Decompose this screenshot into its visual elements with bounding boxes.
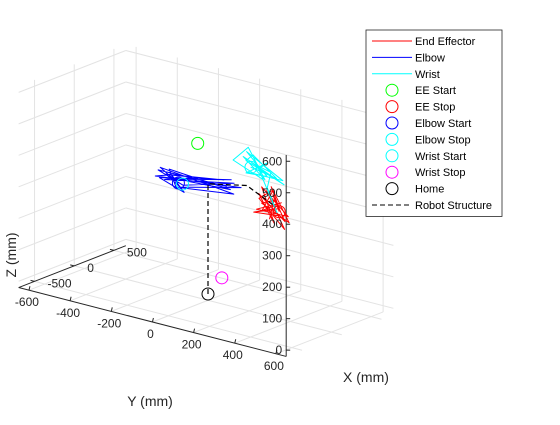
y-tick-mark [275,349,278,354]
legend-label: EE Stop [415,102,455,114]
grid-line [275,311,384,355]
y-tick-mark [110,307,113,312]
x-tick-mark [30,279,35,282]
grid-line [152,279,260,323]
legend-label: Elbow [415,52,445,64]
legend-label: Wrist Stop [415,167,466,179]
y-tick-label: -600 [15,295,39,309]
legend-label: EE Start [415,85,456,97]
y-tick-label: 0 [147,327,154,341]
z-tick-label: 500 [262,186,282,200]
grid-line [18,175,127,219]
grid-line [18,113,127,156]
x-tick-label: 500 [127,245,147,259]
z-tick-label: 100 [262,312,282,326]
grid-line [234,300,343,344]
legend-swatch-circle [385,100,399,114]
legend-label: Wrist Start [415,151,466,163]
legend-label: End Effector [415,36,476,48]
y-tick-label: 200 [182,338,202,352]
series-robot-structure [207,183,276,294]
series-end-effector [253,186,290,230]
legend-swatch-circle [385,149,399,163]
legend-box [365,29,503,217]
z-tick-label: 200 [262,280,282,294]
y-axis-label: Y (mm) [127,393,173,409]
z-tick-label: 300 [262,249,282,263]
grid-line [18,144,127,188]
grid-line [18,207,127,251]
legend-label: Elbow Start [415,118,471,130]
x-tick-label: 0 [87,261,94,275]
y-tick-mark [69,296,72,301]
legend-label: Elbow Stop [415,134,471,146]
z-tick-label: 0 [276,343,283,357]
legend-swatch-circle [385,182,399,196]
tick-labels: 0 100 200 300 400 500 600 600 400 200 0 -200 -400 -60… [15,154,291,373]
x-axis-label: X (mm) [343,369,389,385]
legend-label: Wrist [415,69,440,81]
y-tick-mark [193,328,196,333]
x-axis-line [18,245,127,289]
z-axis-label: Z (mm) [3,232,19,277]
z-tick-label: 400 [262,217,282,231]
marker-home [201,287,215,301]
marker-ee-start [191,136,205,150]
legend-swatch-circle [385,116,399,130]
grid-line [18,238,127,282]
x-tick-mark [109,248,115,251]
legend-swatch-circle [385,165,399,179]
y-tick-mark [234,339,237,344]
grid-line [34,280,303,351]
legend: End Effector Elbow Wrist EE Start EE Stop Elb… [365,29,503,217]
marker-wrist-start [244,160,258,174]
series-wrist [232,146,285,214]
grid-line [111,269,219,312]
y-tick-label: 600 [264,359,284,373]
legend-label: Robot Structure [415,200,492,212]
z-tick-label: 600 [262,154,282,168]
y-tick-label: -200 [97,316,121,330]
grid-line [28,247,137,291]
legend-swatch-circle [385,83,399,97]
grid-line [193,290,301,334]
grid-line [18,81,127,125]
grid-line [69,258,178,302]
y-tick-mark [151,317,154,323]
marker-elbow-stop [176,177,190,191]
y-tick-label: 400 [223,348,243,362]
grid-line [18,50,127,93]
x-tick-label: -500 [48,276,72,290]
legend-label: Home [415,184,444,196]
legend-swatch-circle [385,132,399,146]
marker-ee-stop [272,205,286,219]
y-tick-mark [28,286,31,291]
grid-line [113,249,382,320]
markers [171,136,286,301]
marker-wrist-stop [215,271,229,285]
x-tick-mark [70,264,75,267]
y-tick-label: -400 [56,306,80,320]
